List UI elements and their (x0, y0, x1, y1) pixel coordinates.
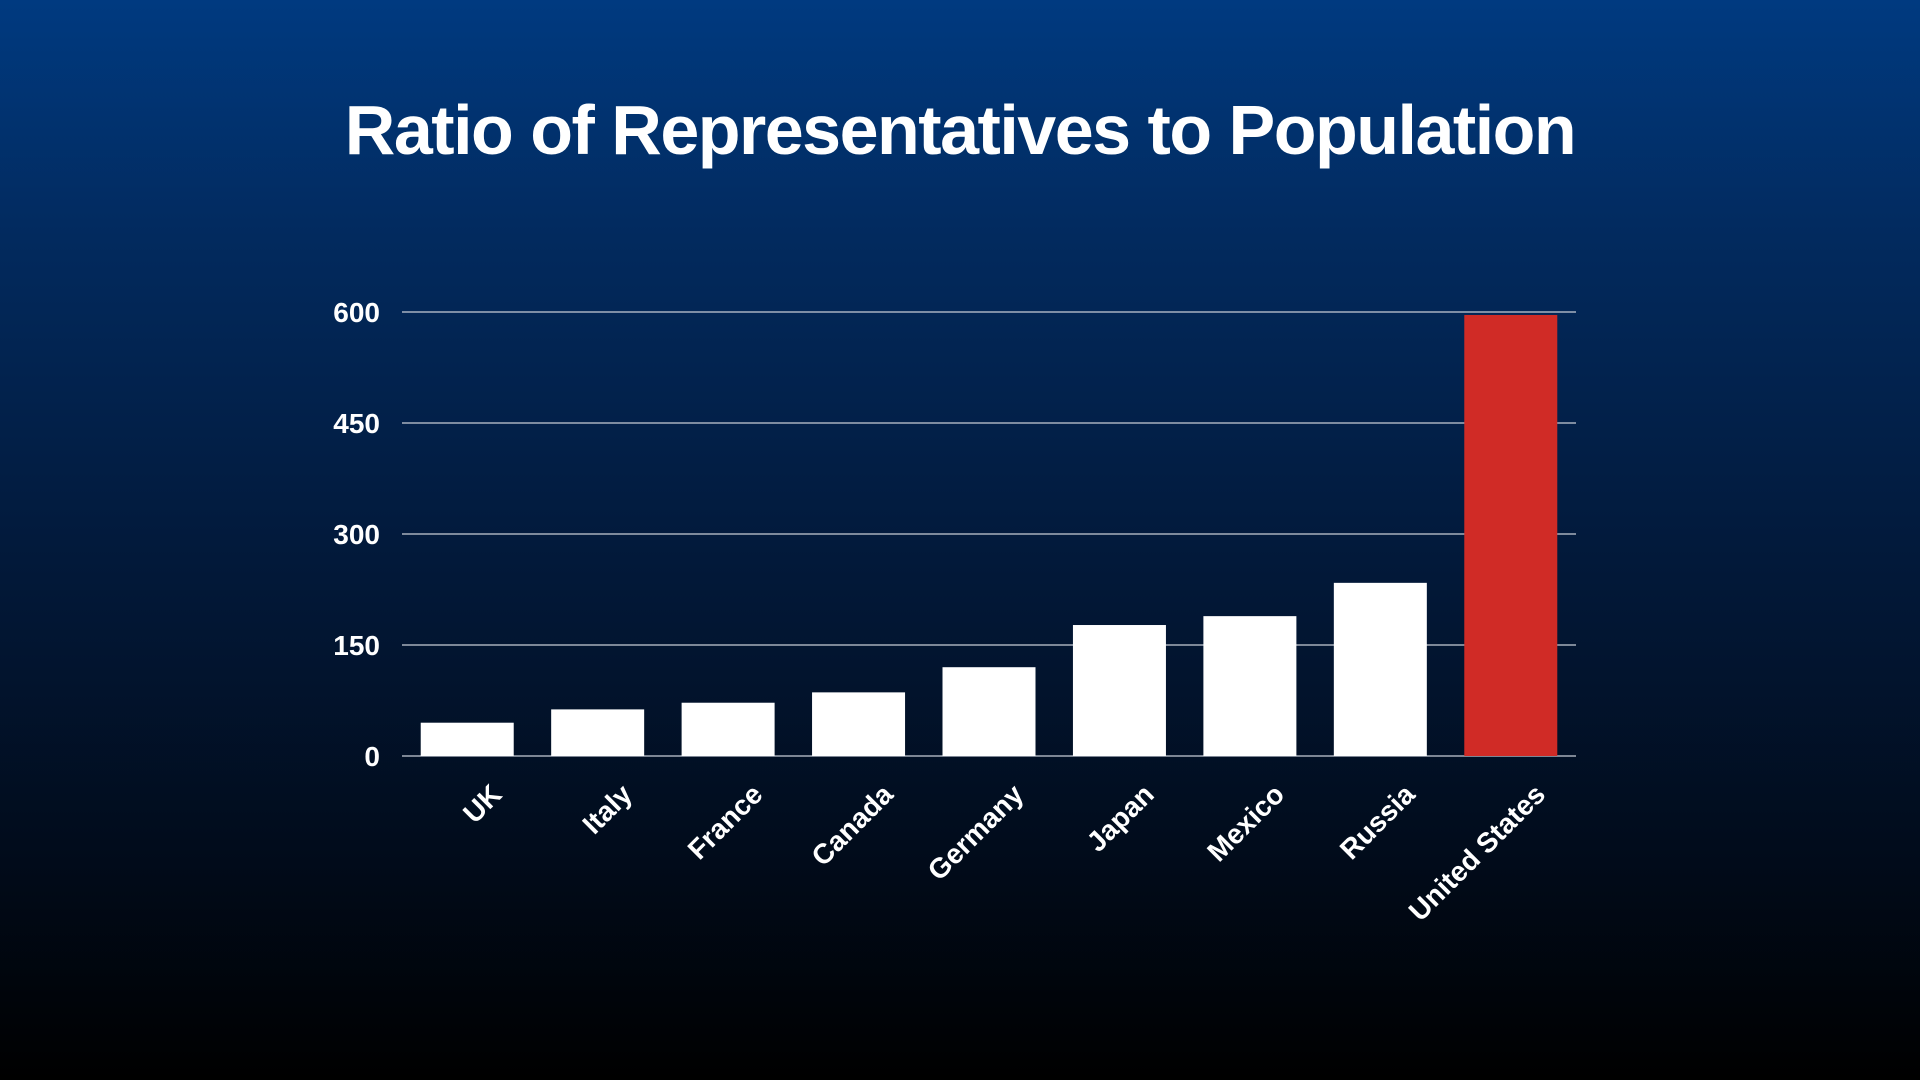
bar-japan (1072, 625, 1166, 756)
x-category-label: Mexico (1201, 778, 1290, 867)
x-category-label: Canada (805, 778, 899, 872)
bar-uk (420, 722, 514, 756)
x-category-label: UK (457, 778, 508, 829)
bar-france (681, 702, 775, 756)
y-tick-label: 300 (333, 519, 380, 550)
x-category-label: United States (1403, 778, 1551, 926)
x-category-label: Germany (922, 778, 1030, 886)
y-tick-label: 0 (364, 741, 380, 772)
bar-mexico (1203, 616, 1297, 756)
x-category-label: Japan (1081, 778, 1160, 857)
y-axis-ticks: 0 150 300 450 600 (333, 297, 380, 772)
x-axis-categories: UK Italy France Canada Germany Japan Mexico Rus… (457, 778, 1551, 927)
x-category-label: France (682, 778, 769, 865)
bar-united-states (1464, 314, 1558, 756)
bar-russia (1333, 582, 1427, 756)
bar-germany (942, 667, 1036, 756)
x-category-label: Russia (1334, 778, 1421, 865)
y-tick-label: 450 (333, 408, 380, 439)
y-tick-label: 150 (333, 630, 380, 661)
x-category-label: Italy (577, 778, 639, 840)
bars (420, 314, 1558, 756)
bar-canada (812, 692, 906, 756)
slide-title: Ratio of Representatives to Population (344, 91, 1577, 169)
bar-italy (551, 709, 645, 756)
y-tick-label: 600 (333, 297, 380, 328)
